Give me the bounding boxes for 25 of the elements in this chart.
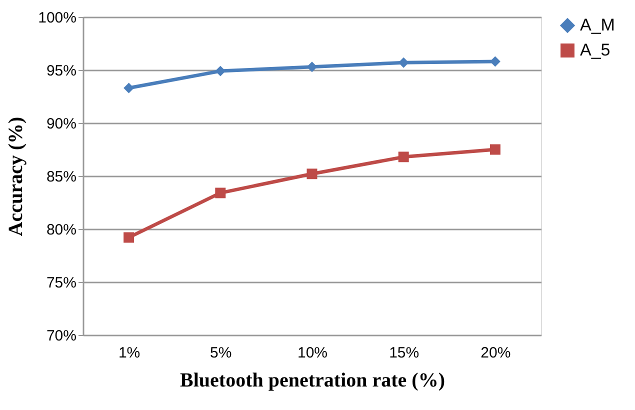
y-tick-label: 75% bbox=[46, 274, 76, 292]
x-tick-label: 10% bbox=[297, 344, 328, 362]
point bbox=[124, 82, 134, 94]
x-tick-label: 20% bbox=[480, 344, 511, 362]
point bbox=[306, 62, 318, 72]
legend-label: A_M bbox=[580, 16, 615, 34]
x-axis-title: Bluetooth penetration rate (%) bbox=[180, 370, 445, 392]
y-tick-label: 100% bbox=[38, 10, 76, 26]
y-tick-label: 80% bbox=[46, 222, 76, 238]
x-tick-label: 5% bbox=[210, 344, 232, 362]
point bbox=[398, 57, 409, 68]
point bbox=[124, 232, 134, 243]
point bbox=[215, 188, 226, 198]
point bbox=[215, 66, 226, 76]
point bbox=[306, 168, 318, 180]
y-tick-label: 95% bbox=[46, 62, 76, 80]
y-tick-label: 85% bbox=[46, 168, 76, 186]
point bbox=[398, 152, 409, 162]
y-tick-label: 90% bbox=[46, 116, 76, 132]
y-tick-label: 70% bbox=[46, 328, 76, 344]
legend-label: A_5 bbox=[580, 40, 610, 60]
y-axis-title: Accuracy (%) bbox=[5, 116, 28, 236]
point bbox=[490, 144, 500, 155]
x-tick-label: 15% bbox=[389, 344, 420, 362]
x-tick-label: 1% bbox=[118, 344, 140, 362]
